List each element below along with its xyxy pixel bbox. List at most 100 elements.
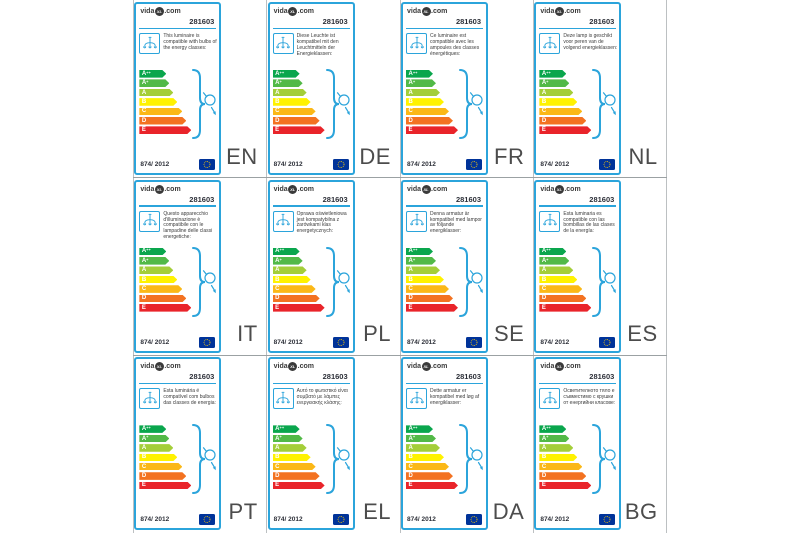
energy-class-letter: A <box>408 70 413 77</box>
label-description: Esta luminaria es compatible con las bom… <box>563 210 615 235</box>
energy-class-scale: A ++ A + A B C D E <box>539 248 591 314</box>
vidaxl-logo-badge: XL <box>421 362 431 372</box>
logo-text-vida: vida <box>140 8 155 15</box>
logo-text-vida: vida <box>140 363 155 371</box>
product-number: 281603 <box>322 372 348 382</box>
eu-flag-icon <box>199 336 216 348</box>
language-code: EN <box>226 143 258 169</box>
logo-text-com: .com <box>164 185 181 193</box>
curly-brace <box>325 424 339 495</box>
divider-line <box>272 27 350 29</box>
energy-class-arrow: E <box>273 126 325 134</box>
energy-class-arrow: A ++ <box>539 425 566 433</box>
energy-label-tile[interactable]: vida XL .com 281603 <box>400 355 533 533</box>
label-description: Осветителното тяло е съвместимо с крушки… <box>563 388 616 407</box>
energy-label-tile[interactable]: vida XL .com 281603 <box>133 178 266 356</box>
description-row: Αυτό το φωτιστικό είναι συμβατό με λάμπε… <box>272 388 352 410</box>
language-code: DE <box>359 143 391 169</box>
energy-class-letter: E <box>275 482 280 489</box>
energy-label: vida XL .com 281603 <box>401 2 488 175</box>
energy-class-superscript: + <box>412 78 416 84</box>
energy-label: vida XL .com 281603 <box>267 179 355 353</box>
energy-class-letter: A <box>541 248 547 255</box>
energy-class-arrow: D <box>406 117 453 125</box>
energy-class-letter: E <box>408 127 413 134</box>
energy-class-letter: D <box>141 117 147 124</box>
language-code: ES <box>627 321 658 347</box>
energy-class-arrow: C <box>273 463 316 471</box>
energy-label-tile[interactable]: vida XL .com 281603 <box>400 0 533 178</box>
energy-class-letter: D <box>541 117 547 124</box>
energy-class-letter: A <box>408 444 413 451</box>
label-description: Questo apparecchio d'illuminazione è com… <box>163 210 213 241</box>
energy-label-tile[interactable]: vida XL .com 281603 <box>400 178 533 356</box>
energy-class-letter: A <box>141 257 147 264</box>
energy-class-arrow: E <box>406 126 458 134</box>
energy-class-arrow: C <box>139 108 182 116</box>
vidaxl-logo: vida XL .com <box>274 184 314 194</box>
vidaxl-logo: vida XL .com <box>274 362 314 372</box>
light-bulb-icon <box>603 447 617 471</box>
vidaxl-logo: vida XL .com <box>540 7 581 16</box>
vidaxl-logo-badge: XL <box>554 7 564 16</box>
energy-class-letter: E <box>541 127 546 134</box>
energy-label: vida XL .com 281603 <box>134 179 222 353</box>
energy-label-tile[interactable]: vida XL .com 281603 <box>133 355 266 533</box>
energy-label-tile[interactable]: vida XL .com 281603 <box>533 355 666 533</box>
energy-class-letter: A <box>408 80 413 87</box>
regulation-number: 874/ 2012 <box>407 338 436 346</box>
regulation-number: 874/ 2012 <box>540 516 570 524</box>
label-description: This luminaire is compatible with bulbs … <box>163 33 217 51</box>
energy-class-arrow: C <box>139 463 182 471</box>
energy-class-arrow: E <box>539 126 591 134</box>
energy-class-superscript: + <box>546 434 549 440</box>
eu-flag-icon <box>199 159 216 170</box>
label-footer: 874/ 2012 <box>407 514 482 526</box>
energy-class-letter: A <box>408 89 413 96</box>
energy-class-arrow: A ++ <box>406 425 433 433</box>
label-footer: 874/ 2012 <box>540 336 616 348</box>
curly-brace <box>459 69 473 139</box>
curly-brace <box>192 424 206 495</box>
logo-text-vida: vida <box>273 8 288 15</box>
label-footer: 874/ 2012 <box>407 336 482 348</box>
energy-label-tile[interactable]: vida XL .com 281603 <box>267 178 400 356</box>
description-row: Deze lamp is geschikt voor peren van de … <box>539 33 618 54</box>
energy-class-arrow: B <box>406 454 444 462</box>
energy-class-letter: E <box>541 304 546 311</box>
energy-label-tile[interactable]: vida XL .com 281603 <box>533 0 666 178</box>
energy-label-tile[interactable]: vida XL .com 281603 <box>267 355 400 533</box>
chandelier-icon <box>272 388 294 410</box>
eu-flag-icon <box>332 514 349 526</box>
logo-text-vida: vida <box>407 185 422 193</box>
energy-class-letter: D <box>541 473 547 480</box>
product-number: 281603 <box>189 17 215 26</box>
brace-and-bulb <box>592 424 617 495</box>
energy-class-superscript: ++ <box>146 69 151 75</box>
brace-and-bulb <box>459 69 483 139</box>
energy-label-tile[interactable]: vida XL .com 281603 <box>267 0 400 178</box>
energy-class-letter: A <box>275 80 280 87</box>
vidaxl-logo-badge: XL <box>154 184 164 194</box>
energy-class-letter: A <box>275 70 280 77</box>
brace-and-bulb <box>592 246 617 317</box>
energy-class-arrow: D <box>539 472 586 480</box>
energy-class-superscript: + <box>546 256 549 262</box>
energy-class-arrow: A ++ <box>406 248 433 256</box>
energy-class-letter: A <box>541 444 547 451</box>
brace-and-bulb <box>459 424 483 495</box>
energy-class-letter: B <box>141 454 147 461</box>
label-footer: 874/ 2012 <box>540 514 616 526</box>
divider-line <box>272 382 350 385</box>
energy-label-tile[interactable]: vida XL .com 281603 <box>533 178 666 356</box>
regulation-number: 874/ 2012 <box>407 516 436 524</box>
divider-line <box>406 382 483 385</box>
vidaxl-logo: vida XL .com <box>140 362 181 372</box>
energy-label-tile[interactable]: vida XL .com 281603 <box>133 0 266 178</box>
vidaxl-logo: vida XL .com <box>540 184 581 194</box>
divider-line <box>406 205 483 207</box>
energy-class-arrow: A ++ <box>273 248 300 256</box>
label-description: Oprawa oświetleniowa jest kompatybilna z… <box>296 210 347 235</box>
energy-class-letter: A <box>141 70 147 77</box>
